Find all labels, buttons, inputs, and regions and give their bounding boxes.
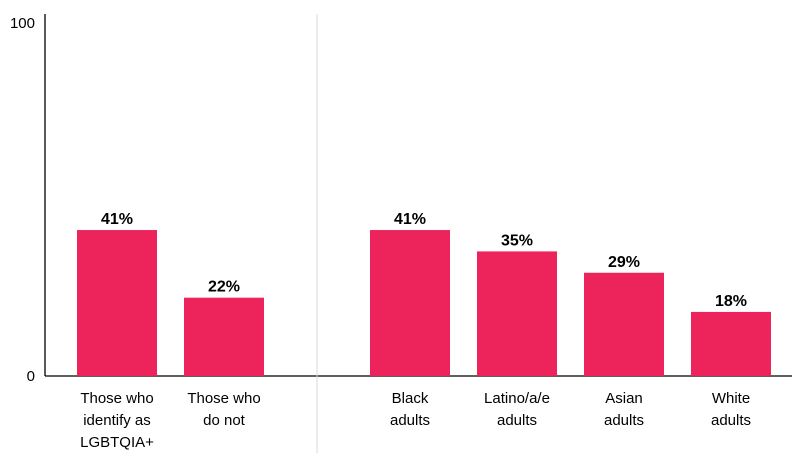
bar-latino-a-e-adults	[477, 251, 557, 376]
value-label-asian-adults: 29%	[608, 254, 640, 271]
bars	[77, 230, 771, 376]
axes: 100 0	[10, 14, 792, 453]
category-label-those-who-do-not: Those who do not	[187, 390, 260, 429]
category-label-those-who-identify-as-lgbtqia: Those who identify as LGBTQIA+	[80, 390, 154, 451]
y-tick-label-min: 0	[27, 368, 35, 385]
value-label-white-adults: 18%	[715, 293, 747, 310]
bar-white-adults	[691, 311, 771, 376]
value-label-black-adults: 41%	[394, 211, 426, 228]
value-label-latino-a-e-adults: 35%	[501, 232, 533, 249]
category-label-latino-a-e-adults: Latino/a/e adults	[484, 390, 550, 429]
value-labels: 41% 22% 41% 35% 29% 18%	[101, 211, 747, 310]
category-label-black-adults: Black adults	[390, 390, 430, 429]
bar-those-who-do-not	[184, 297, 264, 376]
bar-those-who-identify-as-lgbtqia	[77, 230, 157, 376]
y-tick-label-max: 100	[10, 15, 35, 32]
value-label-those-who-do-not: 22%	[208, 279, 240, 296]
value-label-those-who-identify-as-lgbtqia: 41%	[101, 211, 133, 228]
bar-asian-adults	[584, 272, 664, 376]
bar-black-adults	[370, 230, 450, 376]
category-label-white-adults: White adults	[711, 390, 751, 429]
category-labels: Those who identify as LGBTQIA+ Those who do …	[80, 390, 751, 451]
category-label-asian-adults: Asian adults	[604, 390, 644, 429]
